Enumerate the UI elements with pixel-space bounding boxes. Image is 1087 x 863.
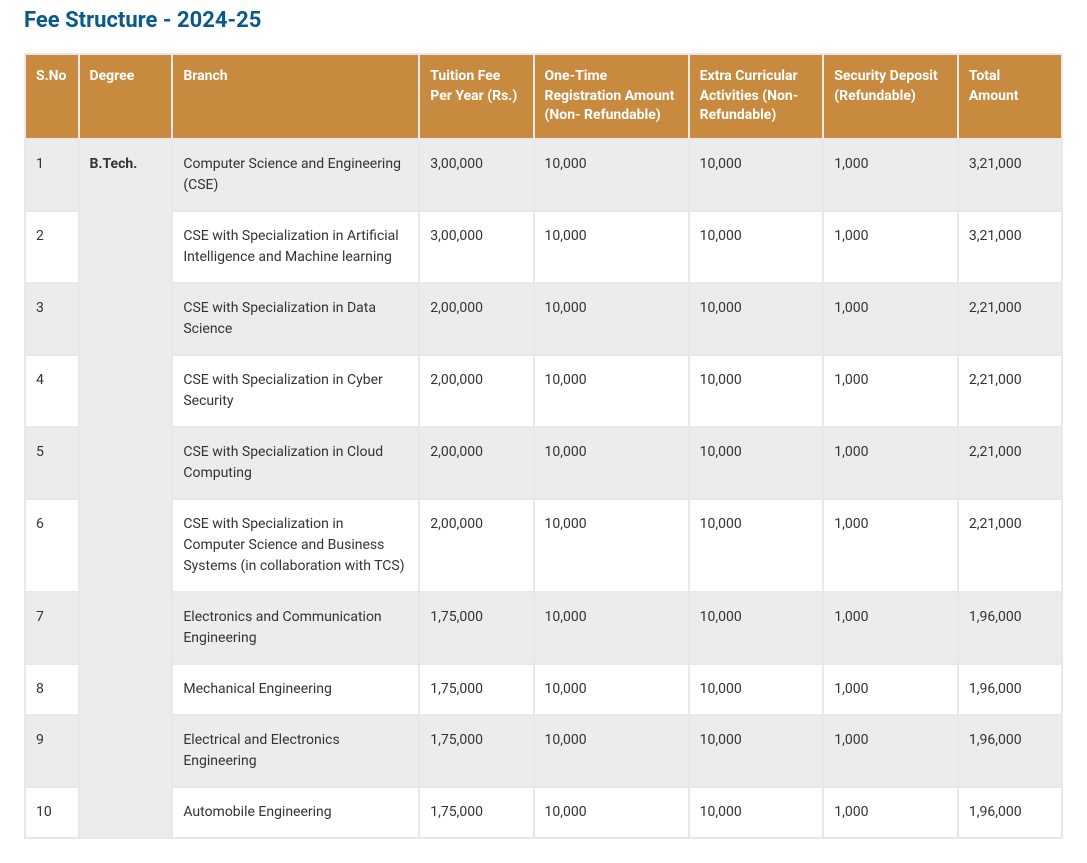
column-header-extra: Extra Curricular Activities (Non-Refunda… bbox=[690, 55, 823, 138]
cell-total: 2,21,000 bbox=[959, 356, 1061, 426]
cell-branch: CSE with Specialization in Cyber Securit… bbox=[173, 356, 418, 426]
cell-sno: 3 bbox=[26, 284, 78, 354]
cell-security: 1,000 bbox=[824, 140, 957, 210]
cell-tuition: 3,00,000 bbox=[420, 212, 532, 282]
cell-sno: 6 bbox=[26, 500, 78, 591]
cell-security: 1,000 bbox=[824, 284, 957, 354]
cell-registration: 10,000 bbox=[535, 500, 688, 591]
cell-tuition: 2,00,000 bbox=[420, 428, 532, 498]
cell-branch: Electronics and Communication Engineerin… bbox=[173, 593, 418, 663]
column-header-total: Total Amount bbox=[959, 55, 1061, 138]
table-row: 2 CSE with Specialization in Artificial … bbox=[26, 212, 1061, 282]
cell-tuition: 2,00,000 bbox=[420, 500, 532, 591]
table-row: 3 CSE with Specialization in Data Scienc… bbox=[26, 284, 1061, 354]
cell-extra: 10,000 bbox=[690, 500, 823, 591]
cell-sno: 2 bbox=[26, 212, 78, 282]
cell-branch: CSE with Specialization in Data Science bbox=[173, 284, 418, 354]
cell-sno: 8 bbox=[26, 665, 78, 714]
cell-total: 2,21,000 bbox=[959, 500, 1061, 591]
column-header-registration: One-Time Registration Amount (Non- Refun… bbox=[535, 55, 688, 138]
cell-branch: CSE with Specialization in Artificial In… bbox=[173, 212, 418, 282]
cell-security: 1,000 bbox=[824, 665, 957, 714]
fee-structure-table: S.No Degree Branch Tuition Fee Per Year … bbox=[24, 53, 1063, 839]
cell-tuition: 1,75,000 bbox=[420, 716, 532, 786]
cell-registration: 10,000 bbox=[535, 593, 688, 663]
column-header-sno: S.No bbox=[26, 55, 78, 138]
cell-branch: CSE with Specialization in Cloud Computi… bbox=[173, 428, 418, 498]
cell-branch: Electrical and Electronics Engineering bbox=[173, 716, 418, 786]
table-header-row: S.No Degree Branch Tuition Fee Per Year … bbox=[26, 55, 1061, 138]
table-row: 7 Electronics and Communication Engineer… bbox=[26, 593, 1061, 663]
cell-extra: 10,000 bbox=[690, 593, 823, 663]
cell-extra: 10,000 bbox=[690, 212, 823, 282]
cell-degree: B.Tech. bbox=[80, 140, 172, 837]
table-row: 4 CSE with Specialization in Cyber Secur… bbox=[26, 356, 1061, 426]
cell-total: 1,96,000 bbox=[959, 788, 1061, 837]
cell-registration: 10,000 bbox=[535, 428, 688, 498]
page-title: Fee Structure - 2024-25 bbox=[24, 8, 1063, 33]
column-header-degree: Degree bbox=[80, 55, 172, 138]
cell-branch: CSE with Specialization in Computer Scie… bbox=[173, 500, 418, 591]
cell-total: 3,21,000 bbox=[959, 140, 1061, 210]
cell-registration: 10,000 bbox=[535, 284, 688, 354]
table-row: 5 CSE with Specialization in Cloud Compu… bbox=[26, 428, 1061, 498]
cell-sno: 1 bbox=[26, 140, 78, 210]
table-row: 1 B.Tech. Computer Science and Engineeri… bbox=[26, 140, 1061, 210]
cell-security: 1,000 bbox=[824, 428, 957, 498]
cell-extra: 10,000 bbox=[690, 428, 823, 498]
cell-security: 1,000 bbox=[824, 500, 957, 591]
cell-extra: 10,000 bbox=[690, 140, 823, 210]
cell-registration: 10,000 bbox=[535, 665, 688, 714]
table-row: 8 Mechanical Engineering 1,75,000 10,000… bbox=[26, 665, 1061, 714]
cell-sno: 5 bbox=[26, 428, 78, 498]
cell-total: 3,21,000 bbox=[959, 212, 1061, 282]
table-row: 10 Automobile Engineering 1,75,000 10,00… bbox=[26, 788, 1061, 837]
cell-tuition: 1,75,000 bbox=[420, 593, 532, 663]
cell-branch: Computer Science and Engineering (CSE) bbox=[173, 140, 418, 210]
cell-registration: 10,000 bbox=[535, 716, 688, 786]
table-row: 9 Electrical and Electronics Engineering… bbox=[26, 716, 1061, 786]
cell-total: 2,21,000 bbox=[959, 284, 1061, 354]
cell-total: 1,96,000 bbox=[959, 665, 1061, 714]
column-header-security: Security Deposit (Refundable) bbox=[824, 55, 957, 138]
cell-security: 1,000 bbox=[824, 212, 957, 282]
column-header-branch: Branch bbox=[173, 55, 418, 138]
cell-extra: 10,000 bbox=[690, 716, 823, 786]
cell-sno: 4 bbox=[26, 356, 78, 426]
cell-registration: 10,000 bbox=[535, 356, 688, 426]
cell-total: 2,21,000 bbox=[959, 428, 1061, 498]
cell-branch: Automobile Engineering bbox=[173, 788, 418, 837]
cell-tuition: 3,00,000 bbox=[420, 140, 532, 210]
cell-extra: 10,000 bbox=[690, 788, 823, 837]
cell-sno: 7 bbox=[26, 593, 78, 663]
cell-tuition: 1,75,000 bbox=[420, 665, 532, 714]
cell-security: 1,000 bbox=[824, 788, 957, 837]
cell-tuition: 2,00,000 bbox=[420, 284, 532, 354]
cell-total: 1,96,000 bbox=[959, 593, 1061, 663]
cell-sno: 9 bbox=[26, 716, 78, 786]
cell-registration: 10,000 bbox=[535, 212, 688, 282]
cell-extra: 10,000 bbox=[690, 356, 823, 426]
cell-tuition: 2,00,000 bbox=[420, 356, 532, 426]
cell-total: 1,96,000 bbox=[959, 716, 1061, 786]
table-row: 6 CSE with Specialization in Computer Sc… bbox=[26, 500, 1061, 591]
cell-registration: 10,000 bbox=[535, 788, 688, 837]
column-header-tuition: Tuition Fee Per Year (Rs.) bbox=[420, 55, 532, 138]
cell-registration: 10,000 bbox=[535, 140, 688, 210]
cell-security: 1,000 bbox=[824, 356, 957, 426]
cell-security: 1,000 bbox=[824, 593, 957, 663]
cell-security: 1,000 bbox=[824, 716, 957, 786]
cell-tuition: 1,75,000 bbox=[420, 788, 532, 837]
cell-branch: Mechanical Engineering bbox=[173, 665, 418, 714]
cell-extra: 10,000 bbox=[690, 284, 823, 354]
cell-extra: 10,000 bbox=[690, 665, 823, 714]
cell-sno: 10 bbox=[26, 788, 78, 837]
